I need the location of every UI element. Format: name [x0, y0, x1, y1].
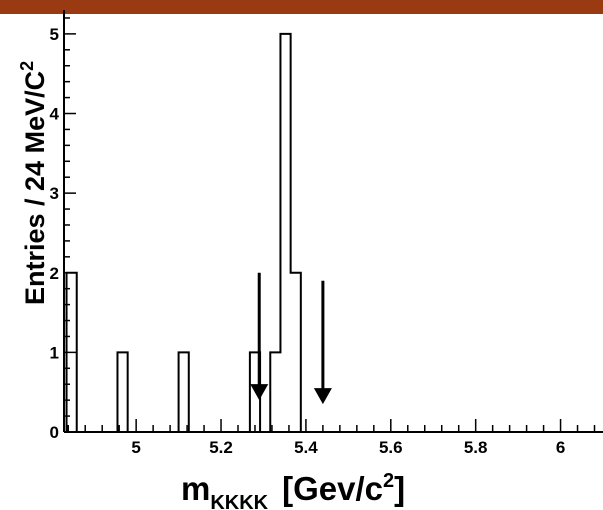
x-tick-label: 5.4	[294, 438, 318, 457]
x-axis-title-subscript: KKKK	[210, 492, 268, 510]
histogram-bin-1	[117, 352, 127, 432]
y-tick-label: 3	[50, 184, 59, 203]
x-axis-title-close: ]	[394, 470, 405, 507]
y-tick-label: 2	[50, 264, 59, 283]
x-tick-label: 5	[131, 438, 140, 457]
y-tick-label: 5	[50, 25, 59, 44]
histogram-bin-2	[179, 352, 189, 432]
y-axis-title-superscript: 2	[17, 61, 37, 71]
x-tick-label: 5.8	[464, 438, 488, 457]
histogram-bin-6	[291, 273, 301, 432]
y-tick-label: 1	[50, 343, 59, 362]
header-band	[0, 0, 603, 14]
plot-area	[63, 10, 603, 433]
x-tick-label: 5.6	[379, 438, 403, 457]
y-tick-label: 4	[50, 105, 60, 124]
x-axis-title-units: [Gev/c	[282, 470, 383, 507]
histogram-outline	[65, 32, 302, 432]
x-axis-title-superscript: 2	[383, 470, 394, 492]
signal-window-arrow-0	[250, 272, 269, 401]
arrow-head	[313, 388, 332, 405]
axis-ticks	[64, 17, 596, 433]
histogram-bin-4	[270, 352, 280, 432]
signal-window-arrows	[250, 272, 332, 405]
y-tick-label: 0	[50, 423, 59, 442]
x-axis-title-main: m	[181, 470, 210, 507]
signal-window-arrow-1	[313, 280, 332, 405]
y-axis-title-text: Entries / 24 MeV/C	[20, 71, 50, 305]
y-axis-title: Entries / 24 MeV/C2	[17, 61, 50, 305]
tick-labels: 5 5.2 5.4 5.6 5.8 6 0 1 2 3 4 5	[50, 25, 566, 457]
x-axis-title: mKKKK [Gev/c2]	[181, 470, 405, 510]
x-tick-label: 5.2	[209, 438, 233, 457]
histogram-bin-5	[280, 34, 290, 432]
x-tick-label: 6	[556, 438, 565, 457]
arrow-head	[250, 384, 269, 401]
